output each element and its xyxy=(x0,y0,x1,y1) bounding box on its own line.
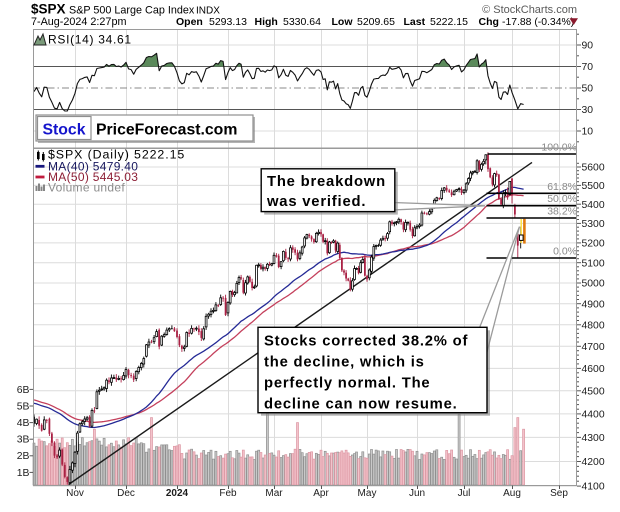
svg-text:5600: 5600 xyxy=(582,163,605,174)
svg-text:5500: 5500 xyxy=(582,181,605,192)
svg-text:3B: 3B xyxy=(17,435,30,446)
svg-text:© StockCharts.com: © StockCharts.com xyxy=(482,4,577,16)
svg-text:the decline, which is: the decline, which is xyxy=(264,355,425,371)
svg-text:6B: 6B xyxy=(17,385,30,396)
svg-text:INDX: INDX xyxy=(196,6,220,17)
svg-text:2024: 2024 xyxy=(166,488,189,499)
svg-text:4900: 4900 xyxy=(582,299,605,310)
svg-text:MA(40) 5479.40: MA(40) 5479.40 xyxy=(48,160,138,174)
svg-text:Volume undef: Volume undef xyxy=(48,181,125,195)
svg-text:0.0%: 0.0% xyxy=(553,246,577,258)
svg-text:5000: 5000 xyxy=(582,279,605,290)
svg-text:4700: 4700 xyxy=(582,342,605,353)
svg-text:5100: 5100 xyxy=(582,258,605,269)
svg-text:4500: 4500 xyxy=(582,386,605,397)
svg-text:4B: 4B xyxy=(17,418,30,429)
svg-text:decline can now resume.: decline can now resume. xyxy=(264,397,458,413)
svg-text:4800: 4800 xyxy=(582,320,605,331)
svg-text:61.8%: 61.8% xyxy=(547,181,577,193)
svg-text:$SPX (Daily) 5222.15: $SPX (Daily) 5222.15 xyxy=(48,148,185,162)
svg-text:Jul: Jul xyxy=(458,488,471,499)
svg-text:Sep: Sep xyxy=(550,488,568,499)
svg-text:50: 50 xyxy=(582,84,594,95)
svg-text:4300: 4300 xyxy=(582,433,605,444)
svg-text:4200: 4200 xyxy=(582,457,605,468)
svg-text:Open: Open xyxy=(176,16,203,28)
svg-text:Last: Last xyxy=(404,16,426,28)
svg-text:70: 70 xyxy=(582,62,594,73)
svg-text:5330.64: 5330.64 xyxy=(283,16,321,28)
svg-text:10: 10 xyxy=(582,127,594,138)
svg-text:High: High xyxy=(255,16,278,28)
svg-text:90: 90 xyxy=(582,41,594,52)
svg-text:7-Aug-2024 2:27pm: 7-Aug-2024 2:27pm xyxy=(31,16,126,28)
svg-text:2B: 2B xyxy=(17,451,30,462)
svg-text:PriceForecast.com: PriceForecast.com xyxy=(96,122,237,139)
svg-text:Stocks corrected 38.2% of: Stocks corrected 38.2% of xyxy=(264,334,468,350)
svg-text:4400: 4400 xyxy=(582,410,605,421)
svg-text:5200: 5200 xyxy=(582,239,605,250)
svg-text:Nov: Nov xyxy=(66,488,84,499)
svg-text:Stock: Stock xyxy=(42,122,85,139)
svg-text:4100: 4100 xyxy=(582,482,605,493)
svg-text:May: May xyxy=(358,488,377,499)
svg-text:was verified.: was verified. xyxy=(266,194,366,210)
svg-text:S&P 500 Large Cap Index: S&P 500 Large Cap Index xyxy=(69,5,195,17)
svg-text:Apr: Apr xyxy=(313,488,329,499)
svg-text:1B: 1B xyxy=(17,468,30,479)
svg-text:5293.13: 5293.13 xyxy=(209,16,247,28)
svg-text:-17.88 (-0.34%): -17.88 (-0.34%) xyxy=(502,17,574,28)
svg-text:Jun: Jun xyxy=(409,488,425,499)
svg-text:$SPX: $SPX xyxy=(31,2,66,17)
svg-text:RSI(14) 34.61: RSI(14) 34.61 xyxy=(48,33,132,47)
svg-text:5400: 5400 xyxy=(582,200,605,211)
svg-text:5209.65: 5209.65 xyxy=(357,16,395,28)
svg-text:50.0%: 50.0% xyxy=(547,193,577,205)
svg-text:5222.15: 5222.15 xyxy=(430,16,468,28)
svg-text:5300: 5300 xyxy=(582,219,605,230)
svg-text:30: 30 xyxy=(582,105,594,116)
svg-text:Chg: Chg xyxy=(479,16,499,28)
svg-text:Mar: Mar xyxy=(265,488,283,499)
svg-text:Low: Low xyxy=(332,16,354,28)
svg-text:perfectly normal. The: perfectly normal. The xyxy=(264,376,430,392)
svg-text:5B: 5B xyxy=(17,401,30,412)
svg-text:38.2%: 38.2% xyxy=(547,206,577,218)
svg-text:Dec: Dec xyxy=(117,488,135,499)
svg-text:Feb: Feb xyxy=(219,488,237,499)
svg-text:The breakdown: The breakdown xyxy=(267,174,386,190)
svg-text:Aug: Aug xyxy=(503,488,521,499)
svg-text:4600: 4600 xyxy=(582,364,605,375)
svg-text:MA(50) 5445.03: MA(50) 5445.03 xyxy=(48,170,138,184)
